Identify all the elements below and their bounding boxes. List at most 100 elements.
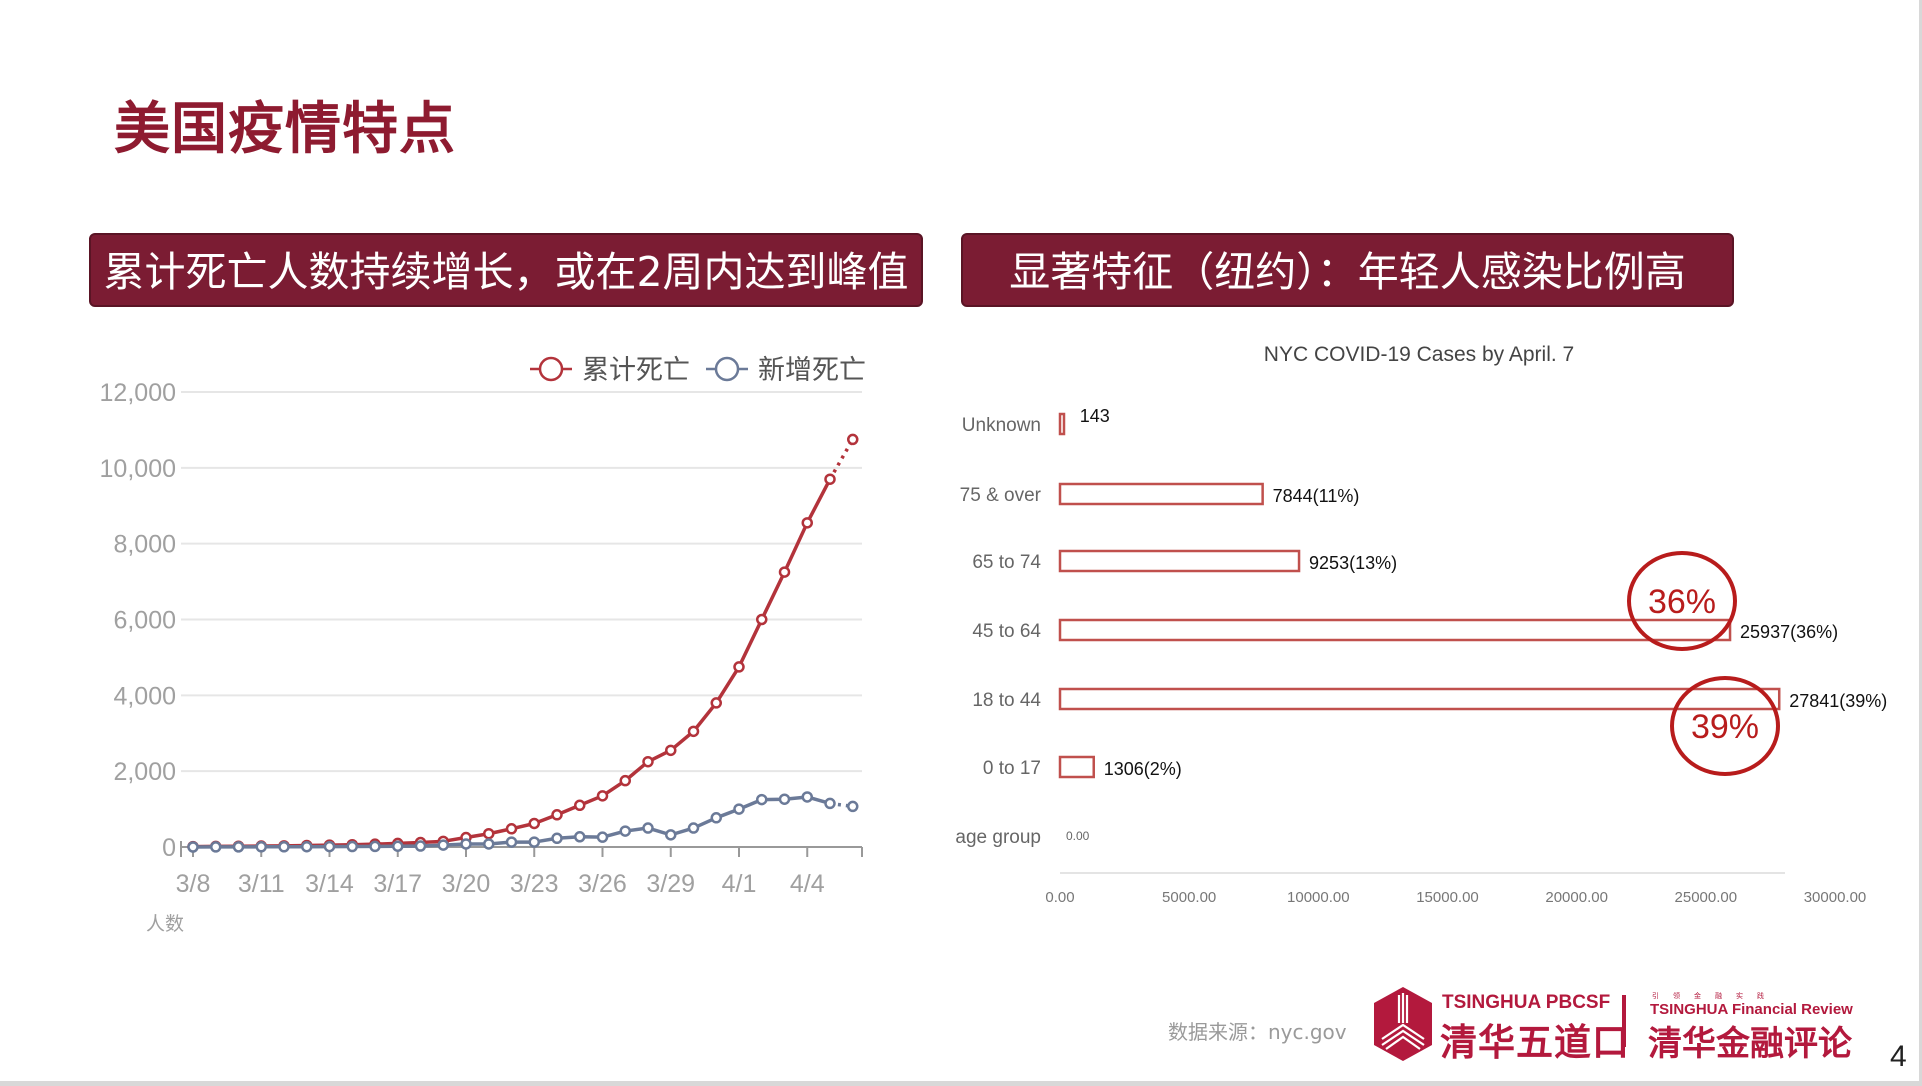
data-point (255, 841, 267, 853)
bar-data-label: 25937(36%) (1740, 622, 1838, 642)
slide-border-right (1919, 0, 1922, 1086)
data-point (801, 791, 813, 803)
y-tick-label: 6,000 (113, 607, 176, 635)
data-point (619, 774, 631, 787)
bar (1058, 618, 1732, 642)
data-point (574, 831, 586, 843)
data-point (528, 817, 540, 830)
data-point (778, 793, 791, 805)
highlight-circle (1670, 676, 1780, 776)
data-point (687, 822, 700, 834)
data-point (369, 840, 381, 853)
y-tick-label: 8,000 (113, 531, 176, 559)
legend-marker-icon (538, 356, 564, 382)
data-point (847, 433, 859, 446)
data-point (505, 823, 518, 835)
pbcsf-logo-icon (1374, 987, 1432, 1061)
data-point (278, 841, 290, 853)
data-point (505, 836, 518, 848)
x-tick-label: 3/26 (578, 870, 627, 898)
data-point (392, 840, 404, 852)
x-tick-label: 4/1 (722, 870, 757, 898)
series-line-cumulative (192, 478, 832, 849)
logo-divider (1622, 995, 1626, 1047)
data-point (437, 839, 449, 851)
x-tick-label: 3/11 (238, 870, 285, 898)
category-label: 45 to 64 (972, 621, 1041, 642)
data-point (551, 832, 563, 845)
data-point (801, 517, 813, 529)
right-section-banner: 显著特征（纽约）：年轻人感染比例高 (961, 233, 1734, 307)
y-tick-label: 0 (162, 834, 176, 862)
y-tick-label: 10,000 (100, 455, 176, 483)
x-tick-label: 0.00 (1045, 889, 1074, 906)
category-label: 0 to 17 (983, 758, 1041, 779)
review-logo-tagline: 引领金融实践 (1652, 992, 1778, 1000)
x-tick-label: 10000.00 (1287, 889, 1350, 906)
data-point (642, 822, 654, 834)
x-tick-label: 3/29 (646, 870, 695, 898)
data-point (665, 829, 677, 841)
data-point (483, 827, 495, 840)
bar (1058, 549, 1301, 573)
bar-data-label: 143 (1080, 406, 1110, 426)
data-point (756, 613, 768, 626)
x-tick-label: 20000.00 (1545, 889, 1608, 906)
x-tick-label: 3/8 (176, 870, 211, 898)
data-point (483, 838, 495, 850)
data-point (551, 809, 563, 821)
bar-data-label: 27841(39%) (1789, 691, 1887, 711)
left-section-banner: 累计死亡人数持续增长，或在2周内达到峰值 (89, 233, 923, 307)
data-point (528, 836, 540, 848)
data-point (210, 841, 222, 853)
bar-chart-title: NYC COVID-19 Cases by April. 7 (1264, 343, 1574, 366)
data-point (187, 841, 199, 853)
pbcsf-logo-en: TSINGHUA PBCSF (1442, 992, 1611, 1013)
data-point (642, 755, 654, 768)
data-point (323, 840, 336, 853)
pbcsf-logo-cn: 清华五道口 (1440, 1021, 1630, 1064)
bar (1058, 482, 1264, 506)
bar-data-label: 7844(11%) (1273, 486, 1360, 506)
data-point (710, 697, 722, 709)
bar-data-label: 9253(13%) (1309, 553, 1397, 573)
category-label: 65 to 74 (972, 552, 1041, 573)
data-point (824, 473, 836, 485)
bar (1058, 412, 1066, 436)
x-tick-label: 4/4 (790, 870, 825, 898)
x-tick-label: 3/17 (373, 870, 422, 898)
data-point (232, 841, 245, 853)
data-point (665, 744, 677, 757)
legend-marker-icon (714, 356, 740, 382)
y-tick-label: 2,000 (113, 758, 176, 786)
projected-segment (828, 438, 855, 481)
data-point (778, 566, 791, 578)
legend-label: 新增死亡 (758, 355, 866, 386)
data-point (824, 797, 836, 810)
data-point (710, 812, 722, 824)
x-tick-label: 25000.00 (1675, 889, 1738, 906)
y-tick-label: 12,000 (100, 379, 176, 407)
slide-border-bottom (0, 1081, 1922, 1086)
highlight-circle (1627, 551, 1737, 651)
highlight-percent: 39% (1691, 708, 1759, 746)
x-tick-label: 3/20 (442, 870, 491, 898)
page-number: 4 (1890, 1040, 1907, 1073)
x-tick-label: 3/23 (510, 870, 559, 898)
bar-data-label: 1306(2%) (1104, 759, 1182, 779)
data-point (733, 661, 745, 673)
category-label: 18 to 44 (972, 690, 1041, 711)
bar (1058, 687, 1781, 711)
category-label: Unknown (962, 415, 1041, 436)
data-point (414, 840, 427, 852)
x-tick-label: 3/14 (305, 870, 354, 898)
x-tick-label: 30000.00 (1804, 889, 1867, 906)
data-point (847, 800, 859, 813)
bar (1058, 755, 1095, 779)
data-point (574, 799, 586, 812)
data-point (687, 725, 700, 738)
data-point (301, 840, 313, 853)
data-point (619, 825, 631, 837)
legend-label: 累计死亡 (582, 355, 690, 386)
